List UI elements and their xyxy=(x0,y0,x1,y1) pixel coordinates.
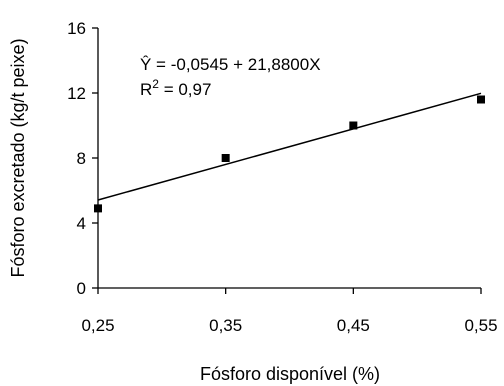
x-tick-label: 0,25 xyxy=(81,316,114,335)
x-axis-title: Fósforo disponível (%) xyxy=(200,364,380,384)
data-point xyxy=(94,204,102,213)
r-squared-label: R2 = 0,97 xyxy=(140,77,211,99)
y-tick-label: 8 xyxy=(77,149,86,168)
data-point xyxy=(349,121,358,130)
x-tick-label: 0,55 xyxy=(464,316,497,335)
x-tick-label: 0,35 xyxy=(209,316,242,335)
y-tick-label: 16 xyxy=(67,19,86,38)
data-points xyxy=(94,95,485,213)
regression-line xyxy=(97,92,482,201)
x-tick-label: 0,45 xyxy=(337,316,370,335)
regression-equation: Ŷ = -0,0545 + 21,8800X xyxy=(140,55,321,74)
data-point xyxy=(221,154,230,162)
y-tick-label: 12 xyxy=(67,84,86,103)
tick-labels: 0 4 8 12 16 0,25 0,35 0,45 0,55 xyxy=(67,19,497,335)
regression-line-group xyxy=(97,92,482,201)
y-axis-title: Fósforo excretado (kg/t peixe) xyxy=(8,38,28,277)
y-tick-label: 0 xyxy=(77,279,86,298)
axes xyxy=(92,27,482,294)
data-point xyxy=(477,95,485,104)
y-tick-label: 4 xyxy=(77,214,86,233)
